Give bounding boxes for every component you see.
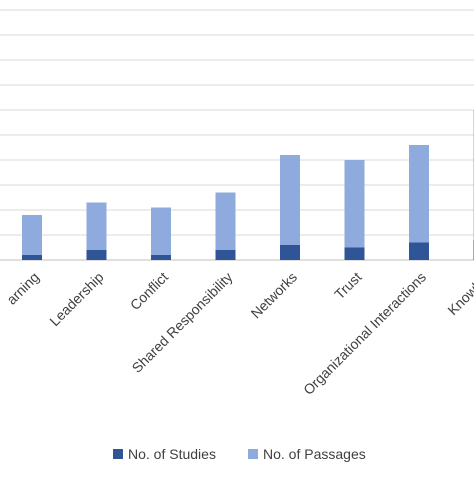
category-label-6: Organizational Interactions <box>300 269 429 398</box>
legend-label-1: No. of Passages <box>263 446 366 462</box>
gridlines <box>0 10 474 260</box>
bar-studies-6 <box>409 243 429 261</box>
bar-passages-4 <box>280 155 300 245</box>
bar-passages-6 <box>409 145 429 243</box>
category-label-5: Trust <box>331 269 365 303</box>
bar-studies-4 <box>280 245 300 260</box>
legend-label-0: No. of Studies <box>128 446 216 462</box>
bar-studies-5 <box>345 248 365 261</box>
legend-swatch-0 <box>113 449 123 459</box>
bar-studies-2 <box>151 255 171 260</box>
bar-passages-2 <box>151 208 171 256</box>
category-label-1: Leadership <box>46 269 106 329</box>
bar-studies-1 <box>87 250 107 260</box>
category-label-7: Knowled <box>444 269 474 318</box>
legend: No. of Studies No. of Passages <box>113 446 366 462</box>
category-label-2: Conflict <box>127 269 171 313</box>
bar-passages-0 <box>22 215 42 255</box>
category-label-0: arning <box>3 269 42 308</box>
bar-passages-5 <box>345 160 365 248</box>
category-label-4: Networks <box>248 269 301 322</box>
bar-passages-1 <box>87 203 107 251</box>
bar-studies-3 <box>216 250 236 260</box>
bar-passages-3 <box>216 193 236 251</box>
bar-studies-0 <box>22 255 42 260</box>
legend-swatch-1 <box>248 449 258 459</box>
